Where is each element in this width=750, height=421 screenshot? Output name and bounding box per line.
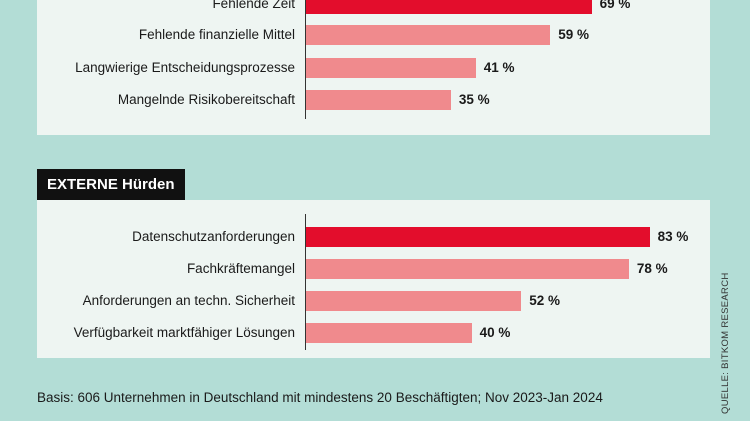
internal-bar [306,58,476,78]
footnote: Basis: 606 Unternehmen in Deutschland mi… [37,390,603,405]
internal-bar [306,25,551,45]
external-section-title: EXTERNE Hürden [37,169,185,200]
external-barriers-panel: Datenschutzanforderungen 83 % Fachkräftema… [37,200,710,358]
internal-value-label: 35 % [458,92,490,107]
source-note: QUELLE: BITKOM RESEARCH [720,272,731,414]
external-bar [306,227,650,247]
internal-bar-row: Langwierige Entscheidungsprozesse 41 % [37,57,710,79]
internal-barriers-panel: Fehlende Zeit 69 % Fehlende finanzielle Mi… [37,0,710,135]
external-bar [306,259,629,279]
external-category-label: Anforderungen an techn. Sicherheit [82,293,295,308]
internal-bar-row: Fehlende finanzielle Mittel 59 % [37,24,710,46]
internal-bar-row: Fehlende Zeit 69 % [37,0,710,15]
internal-value-label: 41 % [483,60,515,75]
internal-category-label: Langwierige Entscheidungsprozesse [75,60,295,75]
internal-value-label: 69 % [599,0,631,11]
external-axis-line [305,214,306,350]
external-category-label: Datenschutzanforderungen [132,229,295,244]
external-value-label: 78 % [636,261,668,276]
internal-axis-line [305,0,306,119]
external-bar-row: Anforderungen an techn. Sicherheit 52 % [37,290,710,312]
external-value-label: 52 % [529,293,561,308]
internal-category-label: Fehlende finanzielle Mittel [138,27,295,42]
internal-bar [306,90,451,110]
external-value-label: 83 % [657,229,689,244]
internal-bar [306,0,592,14]
internal-category-label: Fehlende Zeit [212,0,295,11]
external-bar [306,291,522,311]
external-bar-row: Datenschutzanforderungen 83 % [37,226,710,248]
internal-value-label: 59 % [558,27,590,42]
external-bar [306,323,472,343]
internal-category-label: Mangelnde Risikobereitschaft [117,92,295,107]
external-category-label: Fachkräftemangel [186,261,295,276]
external-value-label: 40 % [479,325,511,340]
external-bar-row: Fachkräftemangel 78 % [37,258,710,280]
external-bar-row: Verfügbarkeit marktfähiger Lösungen 40 % [37,322,710,344]
external-category-label: Verfügbarkeit marktfähiger Lösungen [73,325,295,340]
internal-bar-row: Mangelnde Risikobereitschaft 35 % [37,89,710,111]
